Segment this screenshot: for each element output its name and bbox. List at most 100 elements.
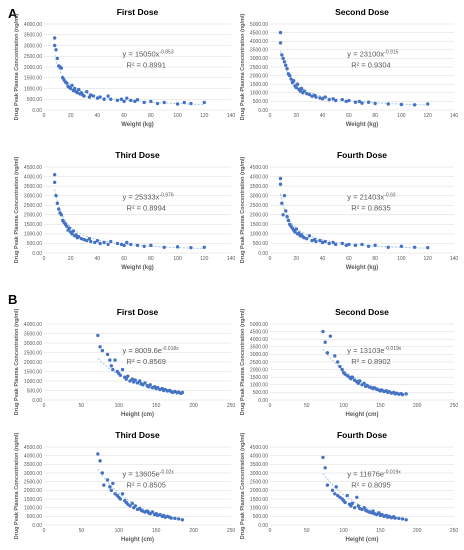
- data-point: [310, 94, 314, 98]
- x-tick-label: 40: [320, 113, 326, 119]
- data-point: [323, 466, 327, 470]
- data-point: [133, 378, 137, 382]
- x-tick-label: 80: [372, 256, 378, 262]
- data-point: [291, 79, 296, 83]
- data-point: [109, 97, 113, 101]
- data-point: [135, 97, 140, 102]
- y-tick-label: 3500.00: [250, 345, 268, 351]
- x-tick-label: 200: [413, 403, 422, 409]
- data-point: [280, 201, 284, 206]
- y-tick-label: 0.00: [32, 108, 42, 114]
- data-point: [149, 99, 153, 104]
- data-point: [362, 381, 366, 385]
- data-point: [340, 241, 344, 246]
- data-point: [321, 329, 325, 334]
- y-tick-label: 500.00: [253, 390, 269, 396]
- data-point: [102, 483, 106, 487]
- data-point: [314, 95, 318, 99]
- data-point: [120, 367, 125, 372]
- data-point: [323, 239, 327, 244]
- x-axis-label: Weight (kg): [346, 265, 379, 271]
- data-point: [162, 100, 166, 105]
- data-point: [100, 348, 105, 353]
- y-axis-label: Drug Peak Plasma Concentration (ng/ml): [240, 433, 246, 540]
- trendline: [54, 189, 205, 249]
- chart-title: Second Dose: [335, 7, 389, 17]
- chart-2: Second Dose 0.00 500.00 1000.00 1500.00 2000.…: [240, 7, 458, 128]
- data-point: [397, 516, 401, 521]
- y-tick-label: 0.00: [258, 523, 268, 529]
- data-point: [54, 48, 58, 52]
- y-tick-label: 1500.00: [250, 497, 268, 503]
- y-tick-label: 1500.00: [250, 375, 268, 381]
- y-tick-label: 4000.00: [24, 453, 42, 459]
- y-tick-label: 1000.00: [24, 86, 42, 92]
- equation-exponent: -0.976: [159, 193, 173, 199]
- data-point: [129, 242, 133, 247]
- x-tick-label: 140: [450, 113, 459, 119]
- data-point: [115, 241, 120, 246]
- r-squared: R² = 0.9304: [351, 61, 390, 70]
- data-point: [400, 392, 405, 397]
- y-axis-label: Drug Peak Plasma Concentration (ng/ml): [14, 433, 20, 540]
- data-point: [135, 243, 140, 248]
- equation-exponent: -0.019x: [384, 470, 401, 476]
- y-tick-label: 3000.00: [24, 193, 42, 199]
- data-point: [347, 242, 351, 247]
- x-tick-label: 0: [43, 528, 46, 534]
- data-point: [294, 85, 298, 90]
- x-tick-label: 250: [450, 528, 459, 534]
- x-tick-label: 50: [304, 403, 310, 409]
- data-point: [330, 488, 335, 493]
- data-point: [278, 182, 283, 186]
- x-tick-label: 120: [424, 256, 433, 262]
- trendline-equation: y = 15050x-0.853: [123, 50, 174, 59]
- data-point: [373, 101, 377, 106]
- x-tick-label: 200: [413, 528, 422, 534]
- data-point: [331, 240, 335, 245]
- data-point: [288, 73, 292, 78]
- x-tick-label: 60: [121, 113, 127, 119]
- y-tick-label: 500.00: [27, 241, 43, 247]
- y-axis-label: Drug Peak Plasma Concentration (ng/ml): [14, 14, 20, 121]
- data-point: [307, 92, 312, 97]
- x-tick-label: 140: [227, 256, 236, 262]
- trendline: [280, 50, 428, 106]
- data-point: [404, 518, 408, 522]
- y-tick-label: 2500.00: [250, 479, 268, 485]
- chart-3: Third Dose 0.00 500.00 1000.00 1500.00 2000.0…: [14, 150, 235, 271]
- data-point: [371, 509, 375, 513]
- data-point: [320, 97, 325, 101]
- data-point: [373, 243, 377, 248]
- data-point: [352, 505, 357, 510]
- data-point: [399, 244, 404, 249]
- x-tick-label: 50: [79, 403, 85, 409]
- y-tick-label: 1000.00: [250, 505, 268, 511]
- x-tick-label: 60: [346, 113, 352, 119]
- y-tick-label: 2000.00: [24, 488, 42, 494]
- x-tick-label: 40: [95, 113, 101, 119]
- data-point: [125, 240, 129, 245]
- data-point: [133, 504, 137, 508]
- data-point: [55, 56, 60, 61]
- x-tick-label: 0: [43, 113, 46, 119]
- data-point: [325, 351, 330, 355]
- x-tick-label: 100: [339, 403, 348, 409]
- panel-label-a: A: [8, 6, 18, 21]
- data-point: [69, 86, 73, 91]
- y-tick-label: 4000.00: [250, 39, 268, 45]
- data-point: [189, 245, 193, 250]
- y-tick-label: 4500.00: [24, 165, 42, 171]
- y-tick-label: 2500.00: [24, 203, 42, 209]
- y-tick-label: 3500.00: [24, 462, 42, 468]
- data-point: [327, 97, 331, 102]
- data-point: [111, 481, 115, 486]
- equation-exponent: -0.018x: [162, 346, 179, 352]
- chart-1: First Dose 0.00 500.00 1000.00 1500.00 2000.0…: [14, 7, 235, 128]
- data-point: [56, 207, 61, 211]
- chart-title: First Dose: [117, 7, 159, 17]
- data-point: [65, 224, 69, 228]
- data-point: [52, 172, 57, 177]
- data-point: [360, 242, 364, 247]
